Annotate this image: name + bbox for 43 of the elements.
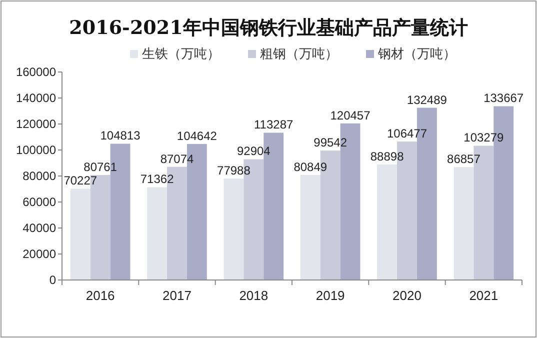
- data-label: 87074: [160, 152, 194, 166]
- legend-label: 生铁（万吨）: [142, 46, 220, 61]
- bar: [377, 164, 398, 280]
- y-tick-label: 80000: [22, 169, 56, 183]
- data-label: 120457: [330, 108, 371, 122]
- y-tick-label: 160000: [16, 65, 56, 79]
- data-label: 133667: [484, 91, 524, 106]
- bar: [454, 167, 474, 280]
- data-label: 86857: [447, 152, 481, 166]
- x-tick-label: 2019: [316, 288, 345, 303]
- y-tick-label: 20000: [22, 247, 56, 261]
- legend-label: 钢材（万吨）: [377, 46, 456, 61]
- data-label: 80849: [294, 160, 328, 174]
- x-tick-label: 2017: [162, 288, 192, 303]
- data-label: 70227: [64, 174, 98, 188]
- bar: [70, 188, 90, 280]
- data-label: 92904: [236, 144, 271, 158]
- x-tick-label: 2020: [392, 288, 422, 303]
- data-label: 103279: [464, 130, 504, 145]
- data-label: 104813: [100, 128, 141, 143]
- bar: [224, 178, 244, 280]
- bar: [147, 187, 168, 280]
- data-label: 113287: [254, 118, 294, 132]
- y-tick-label: 40000: [22, 221, 56, 235]
- data-label: 99542: [314, 136, 348, 150]
- data-label: 77988: [217, 164, 251, 178]
- data-label: 104642: [176, 128, 218, 143]
- y-tick-label: 140000: [16, 91, 56, 105]
- x-tick-label: 2018: [239, 288, 268, 303]
- data-label: 80761: [84, 160, 118, 174]
- x-tick-label: 2016: [86, 288, 115, 303]
- data-label: 71362: [140, 172, 174, 186]
- data-label: 88898: [370, 149, 404, 164]
- x-tick-label: 2021: [469, 288, 498, 303]
- y-tick-label: 120000: [16, 117, 56, 131]
- chart-title: 2016-2021年中国钢铁行业基础产品产量统计: [69, 17, 468, 39]
- bar: [300, 174, 320, 280]
- y-tick-label: 60000: [22, 195, 56, 209]
- y-tick-label: 0: [49, 273, 56, 287]
- data-label: 106477: [386, 126, 428, 141]
- legend-label: 粗钢（万吨）: [260, 46, 338, 61]
- y-tick-label: 100000: [16, 143, 56, 157]
- data-label: 132489: [406, 92, 448, 107]
